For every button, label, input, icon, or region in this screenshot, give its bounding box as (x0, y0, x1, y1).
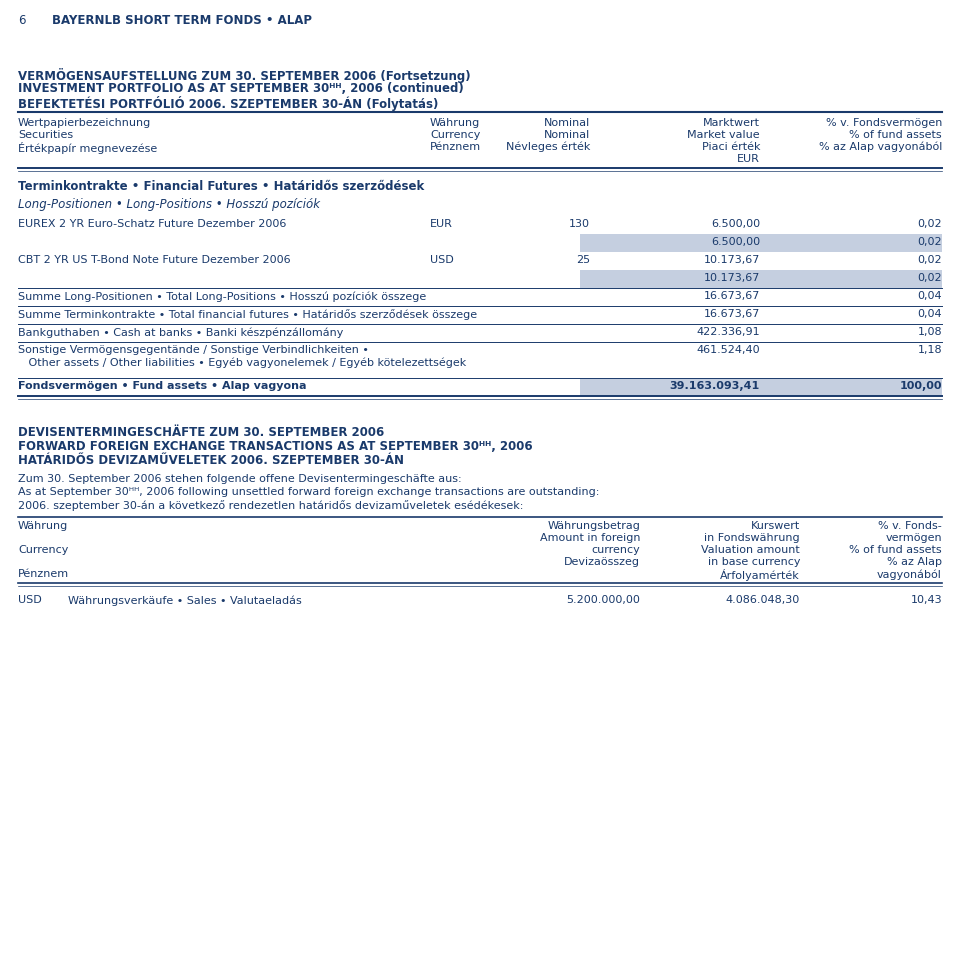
Text: Sonstige Vermögensgegentände / Sonstige Verbindlichkeiten •: Sonstige Vermögensgegentände / Sonstige … (18, 345, 369, 355)
Text: Long-Positionen • Long-Positions • Hosszú pozíciók: Long-Positionen • Long-Positions • Hossz… (18, 198, 320, 211)
Text: 0,02: 0,02 (918, 255, 942, 265)
Text: Market value: Market value (687, 130, 760, 140)
Text: Értékpapír megnevezése: Értékpapír megnevezése (18, 142, 157, 154)
Bar (580, 270, 942, 288)
Text: Devizaösszeg: Devizaösszeg (564, 557, 640, 567)
Text: Fondsvermögen • Fund assets • Alap vagyona: Fondsvermögen • Fund assets • Alap vagyo… (18, 381, 306, 391)
Text: EUR: EUR (737, 154, 760, 164)
Text: 0,04: 0,04 (918, 309, 942, 319)
Text: 0,02: 0,02 (918, 219, 942, 229)
Text: Marktwert: Marktwert (703, 118, 760, 128)
Text: Summe Terminkontrakte • Total financial futures • Határidős szerződések összege: Summe Terminkontrakte • Total financial … (18, 309, 477, 320)
Text: 10.173,67: 10.173,67 (704, 255, 760, 265)
Text: Nominal: Nominal (543, 118, 590, 128)
Text: 130: 130 (569, 219, 590, 229)
Text: % v. Fonds-: % v. Fonds- (878, 521, 942, 531)
Text: Névleges érték: Névleges érték (506, 142, 590, 153)
Text: BEFEKTETÉSI PORTFÓLIÓ 2006. SZEPTEMBER 30-ÁN (Folytatás): BEFEKTETÉSI PORTFÓLIÓ 2006. SZEPTEMBER 3… (18, 96, 439, 111)
Text: 25: 25 (576, 255, 590, 265)
Text: Pénznem: Pénznem (18, 569, 69, 579)
Text: USD: USD (430, 255, 454, 265)
Text: 5.200.000,00: 5.200.000,00 (566, 595, 640, 605)
Text: Währung: Währung (430, 118, 480, 128)
Text: 39.163.093,41: 39.163.093,41 (670, 381, 760, 391)
Text: Securities: Securities (18, 130, 73, 140)
Text: 100,00: 100,00 (900, 381, 942, 391)
Text: As at September 30ᴴᴴ, 2006 following unsettled forward foreign exchange transact: As at September 30ᴴᴴ, 2006 following uns… (18, 487, 599, 497)
Text: Kurswert: Kurswert (751, 521, 800, 531)
Text: currency: currency (591, 545, 640, 555)
Text: Währungsverkäufe • Sales • Valutaeladás: Währungsverkäufe • Sales • Valutaeladás (68, 595, 301, 606)
Text: EUREX 2 YR Euro-Schatz Future Dezember 2006: EUREX 2 YR Euro-Schatz Future Dezember 2… (18, 219, 286, 229)
Text: Pénznem: Pénznem (430, 142, 481, 152)
Text: Valuation amount: Valuation amount (701, 545, 800, 555)
Text: 16.673,67: 16.673,67 (704, 309, 760, 319)
Text: 0,04: 0,04 (918, 291, 942, 301)
Text: FORWARD FOREIGN EXCHANGE TRANSACTIONS AS AT SEPTEMBER 30ᴴᴴ, 2006: FORWARD FOREIGN EXCHANGE TRANSACTIONS AS… (18, 440, 533, 453)
Text: 0,02: 0,02 (918, 273, 942, 283)
Text: Currency: Currency (430, 130, 480, 140)
Text: 4.086.048,30: 4.086.048,30 (726, 595, 800, 605)
Text: BAYERNLB SHORT TERM FONDS • ALAP: BAYERNLB SHORT TERM FONDS • ALAP (52, 14, 312, 27)
Text: 461.524,40: 461.524,40 (696, 345, 760, 355)
Text: % of fund assets: % of fund assets (850, 545, 942, 555)
Text: % of fund assets: % of fund assets (850, 130, 942, 140)
Text: 0,02: 0,02 (918, 237, 942, 247)
Text: 1,08: 1,08 (918, 327, 942, 337)
Text: Bankguthaben • Cash at banks • Banki készpénzállomány: Bankguthaben • Cash at banks • Banki kés… (18, 327, 344, 338)
Text: Nominal: Nominal (543, 130, 590, 140)
Bar (580, 234, 942, 252)
Text: Árfolyamérték: Árfolyamérték (720, 569, 800, 581)
Text: vagyonából: vagyonából (877, 569, 942, 580)
Text: Währungsbetrag: Währungsbetrag (547, 521, 640, 531)
Text: Piaci érték: Piaci érték (702, 142, 760, 152)
Text: Terminkontrakte • Financial Futures • Határidős szerződések: Terminkontrakte • Financial Futures • Ha… (18, 180, 424, 193)
Text: vermögen: vermögen (885, 533, 942, 543)
Text: Other assets / Other liabilities • Egyéb vagyonelemek / Egyéb kötelezettségek: Other assets / Other liabilities • Egyéb… (18, 357, 467, 368)
Text: 16.673,67: 16.673,67 (704, 291, 760, 301)
Text: 6.500,00: 6.500,00 (710, 237, 760, 247)
Text: EUR: EUR (430, 219, 453, 229)
Text: 2006. szeptember 30-án a következő rendezetlen határidős devizaműveletek esédéke: 2006. szeptember 30-án a következő rende… (18, 500, 523, 511)
Text: 10.173,67: 10.173,67 (704, 273, 760, 283)
Bar (580, 378, 942, 396)
Text: in Fondswährung: in Fondswährung (705, 533, 800, 543)
Text: 6.500,00: 6.500,00 (710, 219, 760, 229)
Text: VERMÖGENSAUFSTELLUNG ZUM 30. SEPTEMBER 2006 (Fortsetzung): VERMÖGENSAUFSTELLUNG ZUM 30. SEPTEMBER 2… (18, 68, 470, 83)
Text: Wertpapierbezeichnung: Wertpapierbezeichnung (18, 118, 152, 128)
Text: % v. Fondsvermögen: % v. Fondsvermögen (826, 118, 942, 128)
Text: Zum 30. September 2006 stehen folgende offene Devisentermingeschäfte aus:: Zum 30. September 2006 stehen folgende o… (18, 474, 462, 484)
Text: Summe Long-Positionen • Total Long-Positions • Hosszú pozíciók összege: Summe Long-Positionen • Total Long-Posit… (18, 291, 426, 301)
Text: 1,18: 1,18 (918, 345, 942, 355)
Text: USD: USD (18, 595, 41, 605)
Text: 10,43: 10,43 (910, 595, 942, 605)
Text: % az Alap: % az Alap (887, 557, 942, 567)
Text: DEVISENTERMINGESCHÄFTE ZUM 30. SEPTEMBER 2006: DEVISENTERMINGESCHÄFTE ZUM 30. SEPTEMBER… (18, 426, 384, 439)
Text: % az Alap vagyonából: % az Alap vagyonából (819, 142, 942, 153)
Text: 6: 6 (18, 14, 26, 27)
Text: Währung: Währung (18, 521, 68, 531)
Text: Amount in foreign: Amount in foreign (540, 533, 640, 543)
Text: INVESTMENT PORTFOLIO AS AT SEPTEMBER 30ᴴᴴ, 2006 (continued): INVESTMENT PORTFOLIO AS AT SEPTEMBER 30ᴴ… (18, 82, 464, 95)
Text: HATÁRIDŐS DEVIZAMŰVELETEK 2006. SZEPTEMBER 30-ÁN: HATÁRIDŐS DEVIZAMŰVELETEK 2006. SZEPTEMB… (18, 454, 404, 467)
Text: CBT 2 YR US T-Bond Note Future Dezember 2006: CBT 2 YR US T-Bond Note Future Dezember … (18, 255, 291, 265)
Text: in base currency: in base currency (708, 557, 800, 567)
Text: 422.336,91: 422.336,91 (696, 327, 760, 337)
Text: Currency: Currency (18, 545, 68, 555)
